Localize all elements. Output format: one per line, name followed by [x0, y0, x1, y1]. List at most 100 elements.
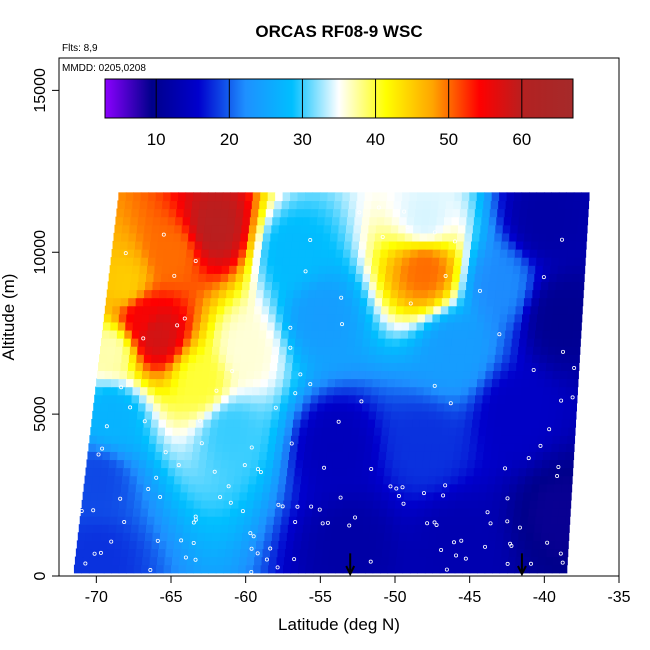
field-cell — [118, 378, 127, 388]
field-cell — [377, 338, 386, 347]
field-cell — [138, 524, 147, 533]
observation-marker — [248, 531, 253, 536]
field-cell — [305, 499, 314, 509]
field-cell — [553, 491, 562, 501]
observation-marker — [560, 560, 565, 565]
field-cell — [507, 499, 516, 509]
field-cell — [516, 483, 525, 493]
field-cell — [152, 216, 161, 226]
observation-marker — [405, 225, 410, 230]
field-cell — [364, 321, 373, 331]
field-cell — [211, 540, 220, 550]
field-cell — [576, 232, 585, 242]
field-cell — [540, 346, 549, 355]
field-cell — [345, 418, 354, 428]
field-cell — [355, 208, 364, 218]
field-cell — [236, 516, 245, 525]
field-cell — [448, 556, 457, 566]
field-cell — [129, 540, 138, 550]
field-cell — [247, 232, 256, 242]
field-cell — [226, 540, 235, 550]
field-cell — [410, 249, 419, 258]
field-cell — [477, 313, 486, 323]
field-cell — [563, 338, 572, 347]
field-cell — [82, 556, 91, 566]
field-cell — [108, 273, 117, 282]
field-cell — [339, 402, 348, 412]
field-cell — [370, 208, 379, 218]
field-cell — [551, 564, 560, 574]
field-cell — [113, 548, 122, 558]
field-cell — [343, 435, 352, 444]
field-cell — [173, 354, 182, 363]
field-cell — [150, 427, 159, 436]
field-cell — [557, 329, 566, 339]
field-cell — [93, 402, 102, 412]
field-cell — [410, 499, 419, 509]
field-cell — [492, 370, 501, 380]
field-cell — [547, 354, 556, 363]
field-cell — [329, 427, 338, 436]
field-cell — [363, 394, 372, 404]
field-cell — [472, 289, 481, 299]
field-cell — [261, 370, 270, 380]
field-cell — [424, 192, 433, 202]
field-cell — [134, 435, 143, 444]
field-cell — [323, 410, 332, 420]
observation-marker — [432, 383, 437, 388]
field-cell — [516, 418, 525, 428]
field-cell — [213, 524, 222, 533]
field-cell — [450, 289, 459, 299]
field-cell — [409, 192, 418, 202]
field-cell — [264, 402, 274, 412]
field-cell — [229, 200, 238, 210]
field-cell — [433, 305, 442, 315]
field-cell — [181, 540, 190, 550]
field-cell — [170, 257, 179, 266]
field-cell — [548, 216, 557, 226]
field-cell — [108, 402, 117, 412]
field-cell — [283, 313, 292, 323]
field-cell — [107, 281, 116, 291]
field-cell — [302, 216, 311, 226]
field-cell — [321, 240, 330, 250]
field-cell — [223, 378, 232, 388]
field-cell — [123, 338, 132, 347]
field-cell — [128, 297, 137, 307]
field-cell — [312, 508, 321, 517]
field-cell — [534, 338, 543, 347]
field-cell — [168, 394, 177, 404]
field-cell — [388, 305, 397, 315]
field-cell — [277, 548, 286, 558]
field-cell — [200, 508, 209, 517]
field-cell — [428, 467, 438, 477]
field-cell — [356, 451, 365, 461]
field-cell — [498, 257, 507, 266]
field-cell — [164, 435, 173, 444]
field-cell — [407, 524, 416, 533]
field-cell — [349, 386, 358, 396]
field-cell — [529, 499, 538, 509]
field-cell — [83, 548, 92, 558]
field-cell — [462, 564, 471, 574]
field-cell — [492, 499, 501, 509]
field-cell — [181, 289, 190, 299]
field-cell — [192, 257, 201, 266]
field-cell — [174, 224, 183, 234]
field-cell — [474, 273, 483, 282]
field-cell — [536, 508, 545, 517]
field-cell — [314, 548, 323, 558]
field-cell — [117, 321, 126, 331]
field-cell — [305, 564, 314, 574]
field-cell — [93, 524, 102, 533]
field-cell — [571, 459, 574, 469]
observation-marker — [183, 555, 188, 560]
field-cell — [185, 313, 195, 323]
field-cell — [118, 564, 127, 574]
field-cell — [146, 265, 156, 274]
field-cell — [128, 418, 137, 428]
field-cell — [141, 370, 150, 380]
field-cell — [402, 192, 411, 202]
field-cell — [150, 483, 159, 493]
field-cell — [472, 540, 481, 550]
